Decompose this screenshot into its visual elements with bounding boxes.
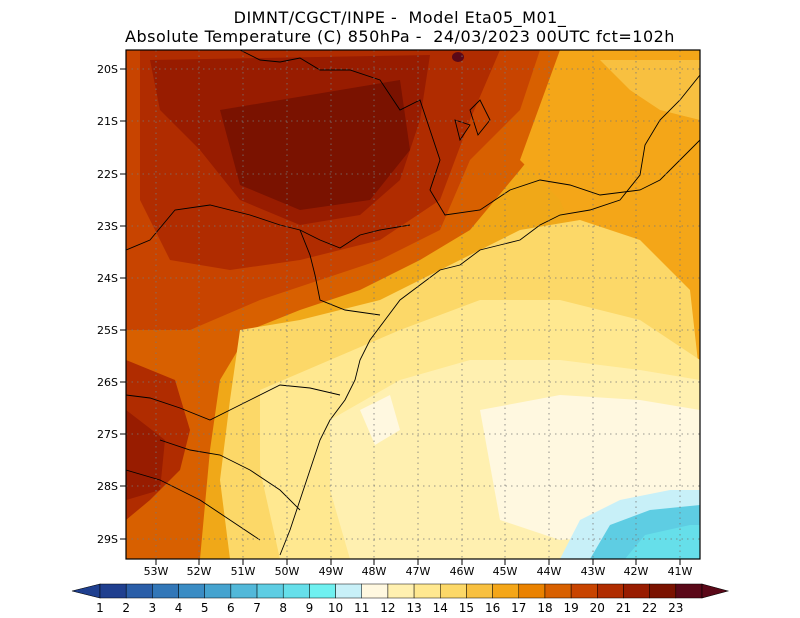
coastline-and-borders bbox=[126, 50, 700, 556]
colorbar-label: 8 bbox=[279, 601, 287, 615]
colorbar-label: 19 bbox=[563, 601, 578, 615]
lat-label: 22S bbox=[97, 168, 118, 181]
colorbar-label: 15 bbox=[459, 601, 474, 615]
colorbar-cell bbox=[623, 583, 650, 599]
colorbar-label: 12 bbox=[380, 601, 395, 615]
lon-label: 43W bbox=[581, 565, 606, 578]
colorbar-cell bbox=[99, 583, 127, 599]
country-border bbox=[126, 469, 261, 541]
lon-label: 49W bbox=[319, 565, 344, 578]
colorbar-cell bbox=[125, 583, 153, 599]
lat-label: 23S bbox=[97, 220, 118, 233]
colorbar-label: 23 bbox=[668, 601, 683, 615]
lat-label: 27S bbox=[97, 428, 118, 441]
lat-label: 26S bbox=[97, 376, 118, 389]
coastline bbox=[279, 74, 700, 556]
colorbar-cell bbox=[361, 583, 389, 599]
colorbar-cell bbox=[152, 583, 179, 599]
colorbar-label: 20 bbox=[590, 601, 605, 615]
colorbar-label: 22 bbox=[642, 601, 657, 615]
colorbar-cell bbox=[230, 583, 258, 599]
colorbar-cell bbox=[204, 583, 232, 599]
colorbar-cell bbox=[256, 583, 284, 599]
graticule bbox=[126, 50, 700, 559]
lat-ticks bbox=[120, 68, 126, 540]
colorbar-cell bbox=[544, 583, 572, 599]
field-zone-11-small bbox=[360, 395, 400, 445]
colorbar-label: 17 bbox=[511, 601, 526, 615]
colorbar-cell bbox=[675, 583, 703, 599]
lat-label: 28S bbox=[97, 480, 118, 493]
field-zone-8 bbox=[625, 525, 700, 559]
state-border-pr-sc bbox=[126, 384, 341, 421]
colorbar-label: 16 bbox=[485, 601, 500, 615]
lon-label: 51W bbox=[231, 565, 256, 578]
colorbar-cell bbox=[570, 583, 598, 599]
colorbar-arrow-left bbox=[71, 583, 101, 599]
colorbar-label: 7 bbox=[253, 601, 261, 615]
colorbar-label: 3 bbox=[149, 601, 157, 615]
lon-label: 42W bbox=[624, 565, 649, 578]
colorbar-cell bbox=[178, 583, 205, 599]
lon-label: 53W bbox=[144, 565, 169, 578]
colorbar-label: 18 bbox=[537, 601, 552, 615]
colorbar: 1 2 3 4 5 6 7 8 9 10 11 12 13 14 15 16 17 18 19 20 21 22 23 bbox=[71, 583, 730, 615]
colorbar-label: 9 bbox=[306, 601, 314, 615]
colorbar-cell bbox=[492, 583, 520, 599]
colorbar-cell bbox=[597, 583, 624, 599]
colorbar-label: 14 bbox=[433, 601, 448, 615]
lat-label: 24S bbox=[97, 272, 118, 285]
colorbar-label: 6 bbox=[227, 601, 235, 615]
colorbar-label: 11 bbox=[354, 601, 369, 615]
colorbar-label: 4 bbox=[175, 601, 183, 615]
lon-ticks bbox=[155, 559, 681, 565]
lon-label: 52W bbox=[187, 565, 212, 578]
colorbar-cell bbox=[282, 583, 310, 599]
lon-label: 48W bbox=[362, 565, 387, 578]
colorbar-label: 13 bbox=[406, 601, 421, 615]
colorbar-label: 2 bbox=[122, 601, 130, 615]
colorbar-cell bbox=[649, 583, 677, 599]
state-border-sp-pr bbox=[126, 204, 411, 251]
colorbar-cell bbox=[413, 583, 441, 599]
lon-label: 47W bbox=[406, 565, 431, 578]
lon-label: 50W bbox=[275, 565, 300, 578]
map-frame bbox=[125, 49, 701, 560]
state-border-sc-rs bbox=[159, 439, 301, 511]
reservoir-outlines bbox=[454, 99, 491, 142]
colorbar-cell bbox=[440, 583, 467, 599]
colorbar-cell bbox=[466, 583, 493, 599]
field-zone-21-south bbox=[126, 410, 165, 500]
colorbar-arrow-right bbox=[701, 583, 730, 599]
lon-label: 44W bbox=[537, 565, 562, 578]
field-zone-23-spot bbox=[452, 52, 464, 62]
colorbar-cell bbox=[387, 583, 415, 599]
colorbar-cell bbox=[309, 583, 336, 599]
colorbar-label: 21 bbox=[616, 601, 631, 615]
colorbar-cell bbox=[518, 583, 546, 599]
lat-label: 20S bbox=[97, 63, 118, 76]
state-border-pr-interior bbox=[299, 229, 381, 316]
lon-label: 41W bbox=[668, 565, 693, 578]
lon-label: 46W bbox=[450, 565, 475, 578]
map-title-line1: DIMNT/CGCT/INPE - Model Eta05_M01_ bbox=[233, 8, 567, 27]
colorbar-label: 10 bbox=[328, 601, 343, 615]
lat-label: 29S bbox=[97, 533, 118, 546]
map-title-line2: Absolute Temperature (C) 850hPa - 24/03/… bbox=[125, 27, 675, 46]
colorbar-label: 5 bbox=[201, 601, 209, 615]
colorbar-cell bbox=[335, 583, 362, 599]
lon-label: 45W bbox=[493, 565, 518, 578]
field-zone-22 bbox=[220, 80, 410, 210]
state-border-mg-sp bbox=[239, 50, 700, 216]
lat-label: 25S bbox=[97, 324, 118, 337]
lat-label: 21S bbox=[97, 115, 118, 128]
colorbar-label: 1 bbox=[96, 601, 104, 615]
